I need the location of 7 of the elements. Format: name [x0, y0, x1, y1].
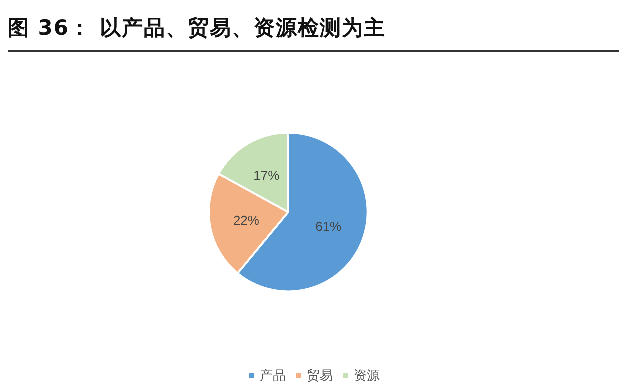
- data-label: 22%: [233, 212, 260, 228]
- data-label: 17%: [254, 168, 280, 183]
- legend-label: 贸易: [307, 368, 333, 383]
- data-label: 61%: [316, 219, 342, 234]
- legend-label: 资源: [354, 368, 380, 383]
- legend-label: 产品: [260, 368, 286, 383]
- chart-title: 图 36： 以产品、贸易、资源检测为主: [8, 14, 619, 52]
